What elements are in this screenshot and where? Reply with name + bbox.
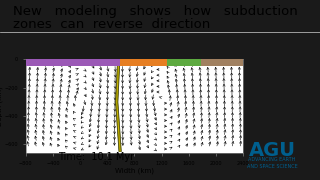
Text: AND SPACE SCIENCE: AND SPACE SCIENCE bbox=[247, 163, 297, 168]
Polygon shape bbox=[116, 59, 121, 152]
Text: zones  can  reverse  direction: zones can reverse direction bbox=[13, 18, 210, 31]
Text: AGU: AGU bbox=[249, 141, 295, 160]
Bar bbox=[26, 59, 120, 66]
Polygon shape bbox=[116, 59, 121, 152]
Bar bbox=[201, 59, 243, 66]
X-axis label: Width (km): Width (km) bbox=[115, 167, 154, 174]
Bar bbox=[167, 59, 201, 66]
Y-axis label: Depth (km): Depth (km) bbox=[0, 86, 3, 126]
Text: Time:  10.1 Myr: Time: 10.1 Myr bbox=[58, 152, 134, 162]
Text: ADVANCING EARTH: ADVANCING EARTH bbox=[248, 157, 296, 162]
Text: New   modeling   shows   how   subduction: New modeling shows how subduction bbox=[13, 5, 298, 18]
Bar bbox=[120, 59, 167, 66]
